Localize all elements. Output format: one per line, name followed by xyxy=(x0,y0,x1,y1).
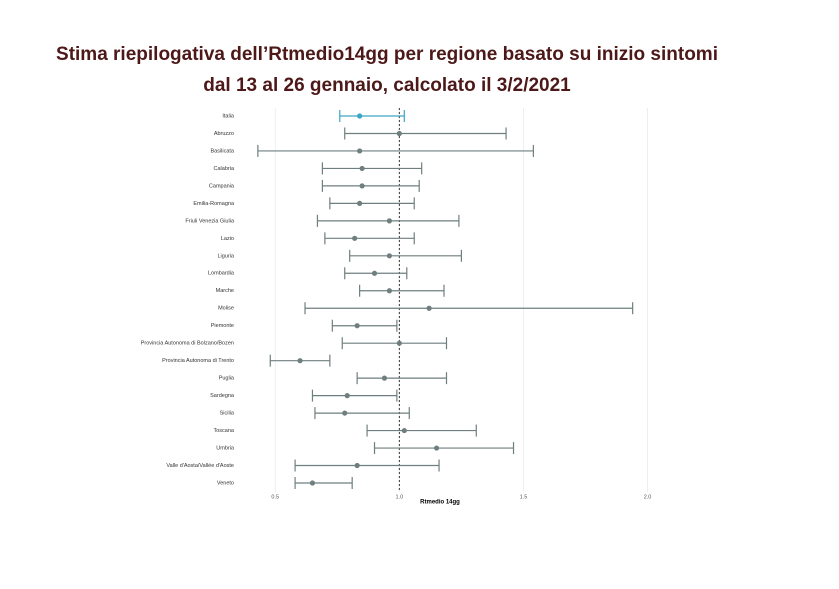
chart-subtitle: dal 13 al 26 gennaio, calcolato il 3/2/2… xyxy=(203,75,571,96)
point xyxy=(359,165,365,172)
point xyxy=(359,183,365,189)
y-tick-label: Molise xyxy=(218,306,234,312)
point xyxy=(354,462,360,469)
point xyxy=(401,427,407,434)
point xyxy=(426,305,432,311)
y-tick-label: Umbria xyxy=(216,446,235,452)
point xyxy=(297,358,303,364)
point xyxy=(396,130,402,137)
y-tick-label: Sardegna xyxy=(210,393,235,399)
y-tick-label: Italia xyxy=(222,113,235,119)
point xyxy=(371,270,378,276)
y-tick-label: Abruzzo xyxy=(214,131,234,137)
y-tick-label: Provincia Autonoma di Trento xyxy=(162,358,234,364)
point xyxy=(386,288,393,294)
x-tick-label: 1.5 xyxy=(520,494,528,500)
point xyxy=(354,323,360,329)
y-tick-label: Friuli Venezia Giulia xyxy=(185,218,235,224)
y-tick-label: Veneto xyxy=(217,480,234,486)
point xyxy=(342,410,348,416)
chart-title: Stima riepilogativa dell’Rtmedio14gg per… xyxy=(56,44,718,65)
point xyxy=(386,218,393,224)
point xyxy=(357,113,363,119)
y-tick-label: Lazio xyxy=(221,236,234,242)
y-tick-label: Calabria xyxy=(214,166,235,172)
x-tick-label: 1.0 xyxy=(396,494,404,500)
y-tick-label: Provincia Autonoma di Bolzano/Bozen xyxy=(141,341,234,347)
y-tick-label: Campania xyxy=(209,183,235,189)
y-tick-label: Toscana xyxy=(214,428,235,434)
point xyxy=(381,375,388,381)
point xyxy=(433,445,440,451)
y-tick-label: Liguria xyxy=(217,253,234,259)
y-tick-label: Lombardia xyxy=(208,271,235,277)
y-tick-label: Marche xyxy=(216,288,234,294)
x-tick-label: 2.0 xyxy=(644,494,652,500)
point xyxy=(386,253,393,259)
y-tick-label: Basilicata xyxy=(210,148,234,154)
point xyxy=(396,340,402,346)
point xyxy=(344,393,350,399)
point xyxy=(357,148,363,154)
y-tick-label: Emilia-Romagna xyxy=(193,201,235,207)
point xyxy=(357,200,363,206)
x-axis-label: Rtmedio 14gg xyxy=(420,500,460,506)
y-tick-label: Piemonte xyxy=(211,323,234,329)
point xyxy=(309,480,316,486)
y-tick-label: Sicilia xyxy=(220,411,235,417)
point xyxy=(352,235,358,241)
y-tick-label: Valle d'Aosta/Vallée d'Aoste xyxy=(166,463,234,469)
y-tick-label: Puglia xyxy=(219,376,235,382)
x-tick-label: 0.5 xyxy=(271,494,279,500)
